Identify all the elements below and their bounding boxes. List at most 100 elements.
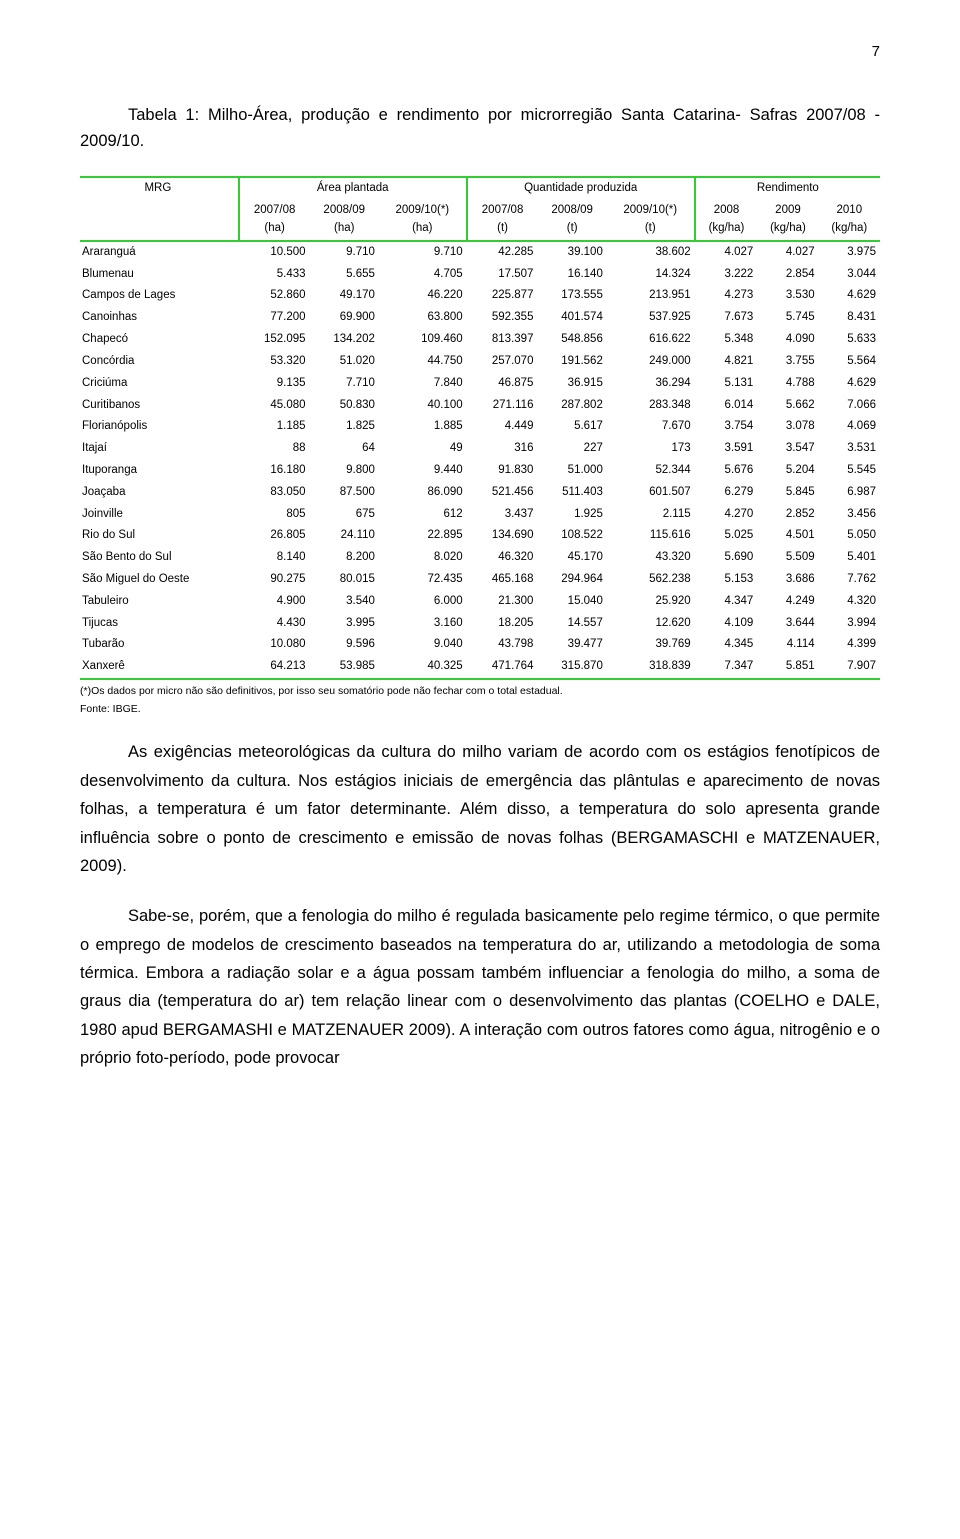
cell: 294.964 (537, 569, 606, 591)
table-row: Tubarão10.0809.5969.04043.79839.47739.76… (80, 634, 880, 656)
cell: 5.617 (537, 416, 606, 438)
row-label: Chapecó (80, 329, 239, 351)
cell: 5.131 (695, 373, 758, 395)
cell: 4.449 (467, 416, 538, 438)
cell: 3.644 (757, 613, 818, 635)
cell: 3.686 (757, 569, 818, 591)
cell: 257.070 (467, 351, 538, 373)
cell: 152.095 (239, 329, 310, 351)
cell: 5.050 (819, 525, 880, 547)
cell: 213.951 (607, 285, 695, 307)
row-label: Joinville (80, 504, 239, 526)
cell: 6.014 (695, 395, 758, 417)
cell: 6.000 (379, 591, 467, 613)
cell: 44.750 (379, 351, 467, 373)
table-row: Florianópolis1.1851.8251.8854.4495.6177.… (80, 416, 880, 438)
table-row: São Bento do Sul8.1408.2008.02046.32045.… (80, 547, 880, 569)
cell: 43.798 (467, 634, 538, 656)
cell: 9.440 (379, 460, 467, 482)
cell: 5.204 (757, 460, 818, 482)
cell: 315.870 (537, 656, 606, 678)
cell: 2.854 (757, 264, 818, 286)
row-label: Canoinhas (80, 307, 239, 329)
cell: 51.020 (310, 351, 379, 373)
cell: 537.925 (607, 307, 695, 329)
cell: 24.110 (310, 525, 379, 547)
cell: 4.273 (695, 285, 758, 307)
cell: 4.027 (695, 242, 758, 264)
col-sub: 2009(kg/ha) (757, 200, 818, 240)
cell: 115.616 (607, 525, 695, 547)
group-qty: Quantidade produzida (467, 178, 695, 200)
table-row: Xanxerê64.21353.98540.325471.764315.8703… (80, 656, 880, 678)
cell: 52.344 (607, 460, 695, 482)
table-row: Tijucas4.4303.9953.16018.20514.55712.620… (80, 613, 880, 635)
row-label: Joaçaba (80, 482, 239, 504)
cell: 45.080 (239, 395, 310, 417)
cell: 4.399 (819, 634, 880, 656)
cell: 9.596 (310, 634, 379, 656)
cell: 8.020 (379, 547, 467, 569)
cell: 6.279 (695, 482, 758, 504)
cell: 18.205 (467, 613, 538, 635)
cell: 46.220 (379, 285, 467, 307)
cell: 4.347 (695, 591, 758, 613)
cell: 9.710 (310, 242, 379, 264)
table-row: Itajaí8864493162271733.5913.5473.531 (80, 438, 880, 460)
group-yield: Rendimento (695, 178, 880, 200)
cell: 88 (239, 438, 310, 460)
cell: 5.745 (757, 307, 818, 329)
cell: 38.602 (607, 242, 695, 264)
table-bottom-rule (80, 678, 880, 680)
table-caption: Tabela 1: Milho-Área, produção e rendime… (80, 103, 880, 154)
cell: 10.080 (239, 634, 310, 656)
cell: 50.830 (310, 395, 379, 417)
cell: 5.676 (695, 460, 758, 482)
col-sub: 2009/10(*)(t) (607, 200, 695, 240)
cell: 4.270 (695, 504, 758, 526)
cell: 7.907 (819, 656, 880, 678)
cell: 3.754 (695, 416, 758, 438)
row-label: Blumenau (80, 264, 239, 286)
cell: 4.501 (757, 525, 818, 547)
cell: 7.840 (379, 373, 467, 395)
cell: 108.522 (537, 525, 606, 547)
cell: 5.851 (757, 656, 818, 678)
cell: 3.591 (695, 438, 758, 460)
cell: 134.202 (310, 329, 379, 351)
cell: 3.530 (757, 285, 818, 307)
cell: 316 (467, 438, 538, 460)
cell: 5.690 (695, 547, 758, 569)
cell: 1.885 (379, 416, 467, 438)
table-row: Canoinhas77.20069.90063.800592.355401.57… (80, 307, 880, 329)
cell: 64.213 (239, 656, 310, 678)
row-label: Concórdia (80, 351, 239, 373)
row-label: Itajaí (80, 438, 239, 460)
cell: 805 (239, 504, 310, 526)
cell: 9.710 (379, 242, 467, 264)
cell: 3.456 (819, 504, 880, 526)
cell: 52.860 (239, 285, 310, 307)
cell: 4.320 (819, 591, 880, 613)
cell: 548.856 (537, 329, 606, 351)
cell: 4.069 (819, 416, 880, 438)
cell: 227 (537, 438, 606, 460)
cell: 5.564 (819, 351, 880, 373)
cell: 36.915 (537, 373, 606, 395)
cell: 4.788 (757, 373, 818, 395)
cell: 49.170 (310, 285, 379, 307)
table-row: Joaçaba83.05087.50086.090521.456511.4036… (80, 482, 880, 504)
cell: 39.477 (537, 634, 606, 656)
cell: 4.345 (695, 634, 758, 656)
cell: 14.324 (607, 264, 695, 286)
cell: 17.507 (467, 264, 538, 286)
cell: 72.435 (379, 569, 467, 591)
cell: 318.839 (607, 656, 695, 678)
cell: 80.015 (310, 569, 379, 591)
cell: 4.090 (757, 329, 818, 351)
cell: 4.629 (819, 285, 880, 307)
cell: 8.140 (239, 547, 310, 569)
cell: 21.300 (467, 591, 538, 613)
cell: 3.160 (379, 613, 467, 635)
cell: 5.348 (695, 329, 758, 351)
